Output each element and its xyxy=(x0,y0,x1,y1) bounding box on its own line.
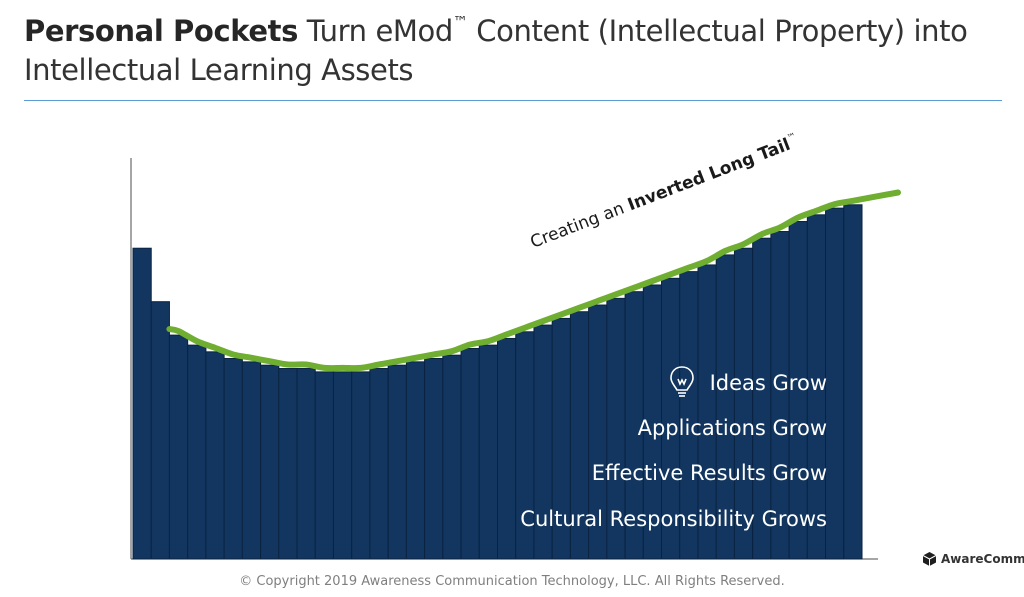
bar-13 xyxy=(351,371,371,560)
title-part-b: Content (Intellectual Property) into Int… xyxy=(24,14,968,87)
bars-group xyxy=(132,204,863,560)
bar-2 xyxy=(150,301,170,560)
bar-20 xyxy=(478,344,499,560)
bar-6 xyxy=(223,358,243,560)
page-title: Personal Pockets Turn eMod™ Content (Int… xyxy=(24,12,1004,90)
title-part-a: Turn eMod xyxy=(297,14,454,48)
cube-logo-icon xyxy=(922,552,937,566)
title-bold: Personal Pockets xyxy=(24,14,298,48)
bar-12 xyxy=(332,371,353,560)
long-tail-curve xyxy=(166,189,901,372)
curve-label-bold: Inverted Long Tail xyxy=(625,135,793,215)
bar-39 xyxy=(825,207,845,560)
title-trademark: ™ xyxy=(452,13,468,31)
annotation-results: Effective Results Grow xyxy=(592,461,827,485)
copyright-footer: © Copyright 2019 Awareness Communication… xyxy=(239,574,785,589)
bar-3 xyxy=(168,334,189,560)
bar-7 xyxy=(241,361,262,560)
logo-name: AwareComm xyxy=(941,552,1024,566)
curve-label-prefix: Creating an xyxy=(528,197,633,253)
bar-40 xyxy=(843,204,863,560)
bar-18 xyxy=(442,354,462,560)
bar-5 xyxy=(205,351,225,560)
lightbulb-icon xyxy=(670,366,694,397)
bar-14 xyxy=(369,368,389,560)
annotation-applications: Applications Grow xyxy=(638,416,827,440)
annotation-ideas: Ideas Grow xyxy=(710,371,827,395)
bar-17 xyxy=(424,358,444,560)
title-divider xyxy=(24,100,1002,101)
annotation-culture: Cultural Responsibility Grows xyxy=(520,507,827,531)
bar-1 xyxy=(132,247,152,560)
bar-11 xyxy=(314,371,334,560)
bar-4 xyxy=(187,344,207,560)
bar-10 xyxy=(296,368,316,560)
bar-15 xyxy=(387,364,407,560)
awarecomm-logo: AwareComm® xyxy=(922,550,1024,568)
bar-19 xyxy=(460,347,480,560)
bar-9 xyxy=(278,368,298,560)
curve-label-trademark: ™ xyxy=(786,132,798,145)
bar-16 xyxy=(405,361,426,560)
bar-8 xyxy=(260,364,280,560)
bar-21 xyxy=(497,337,517,560)
